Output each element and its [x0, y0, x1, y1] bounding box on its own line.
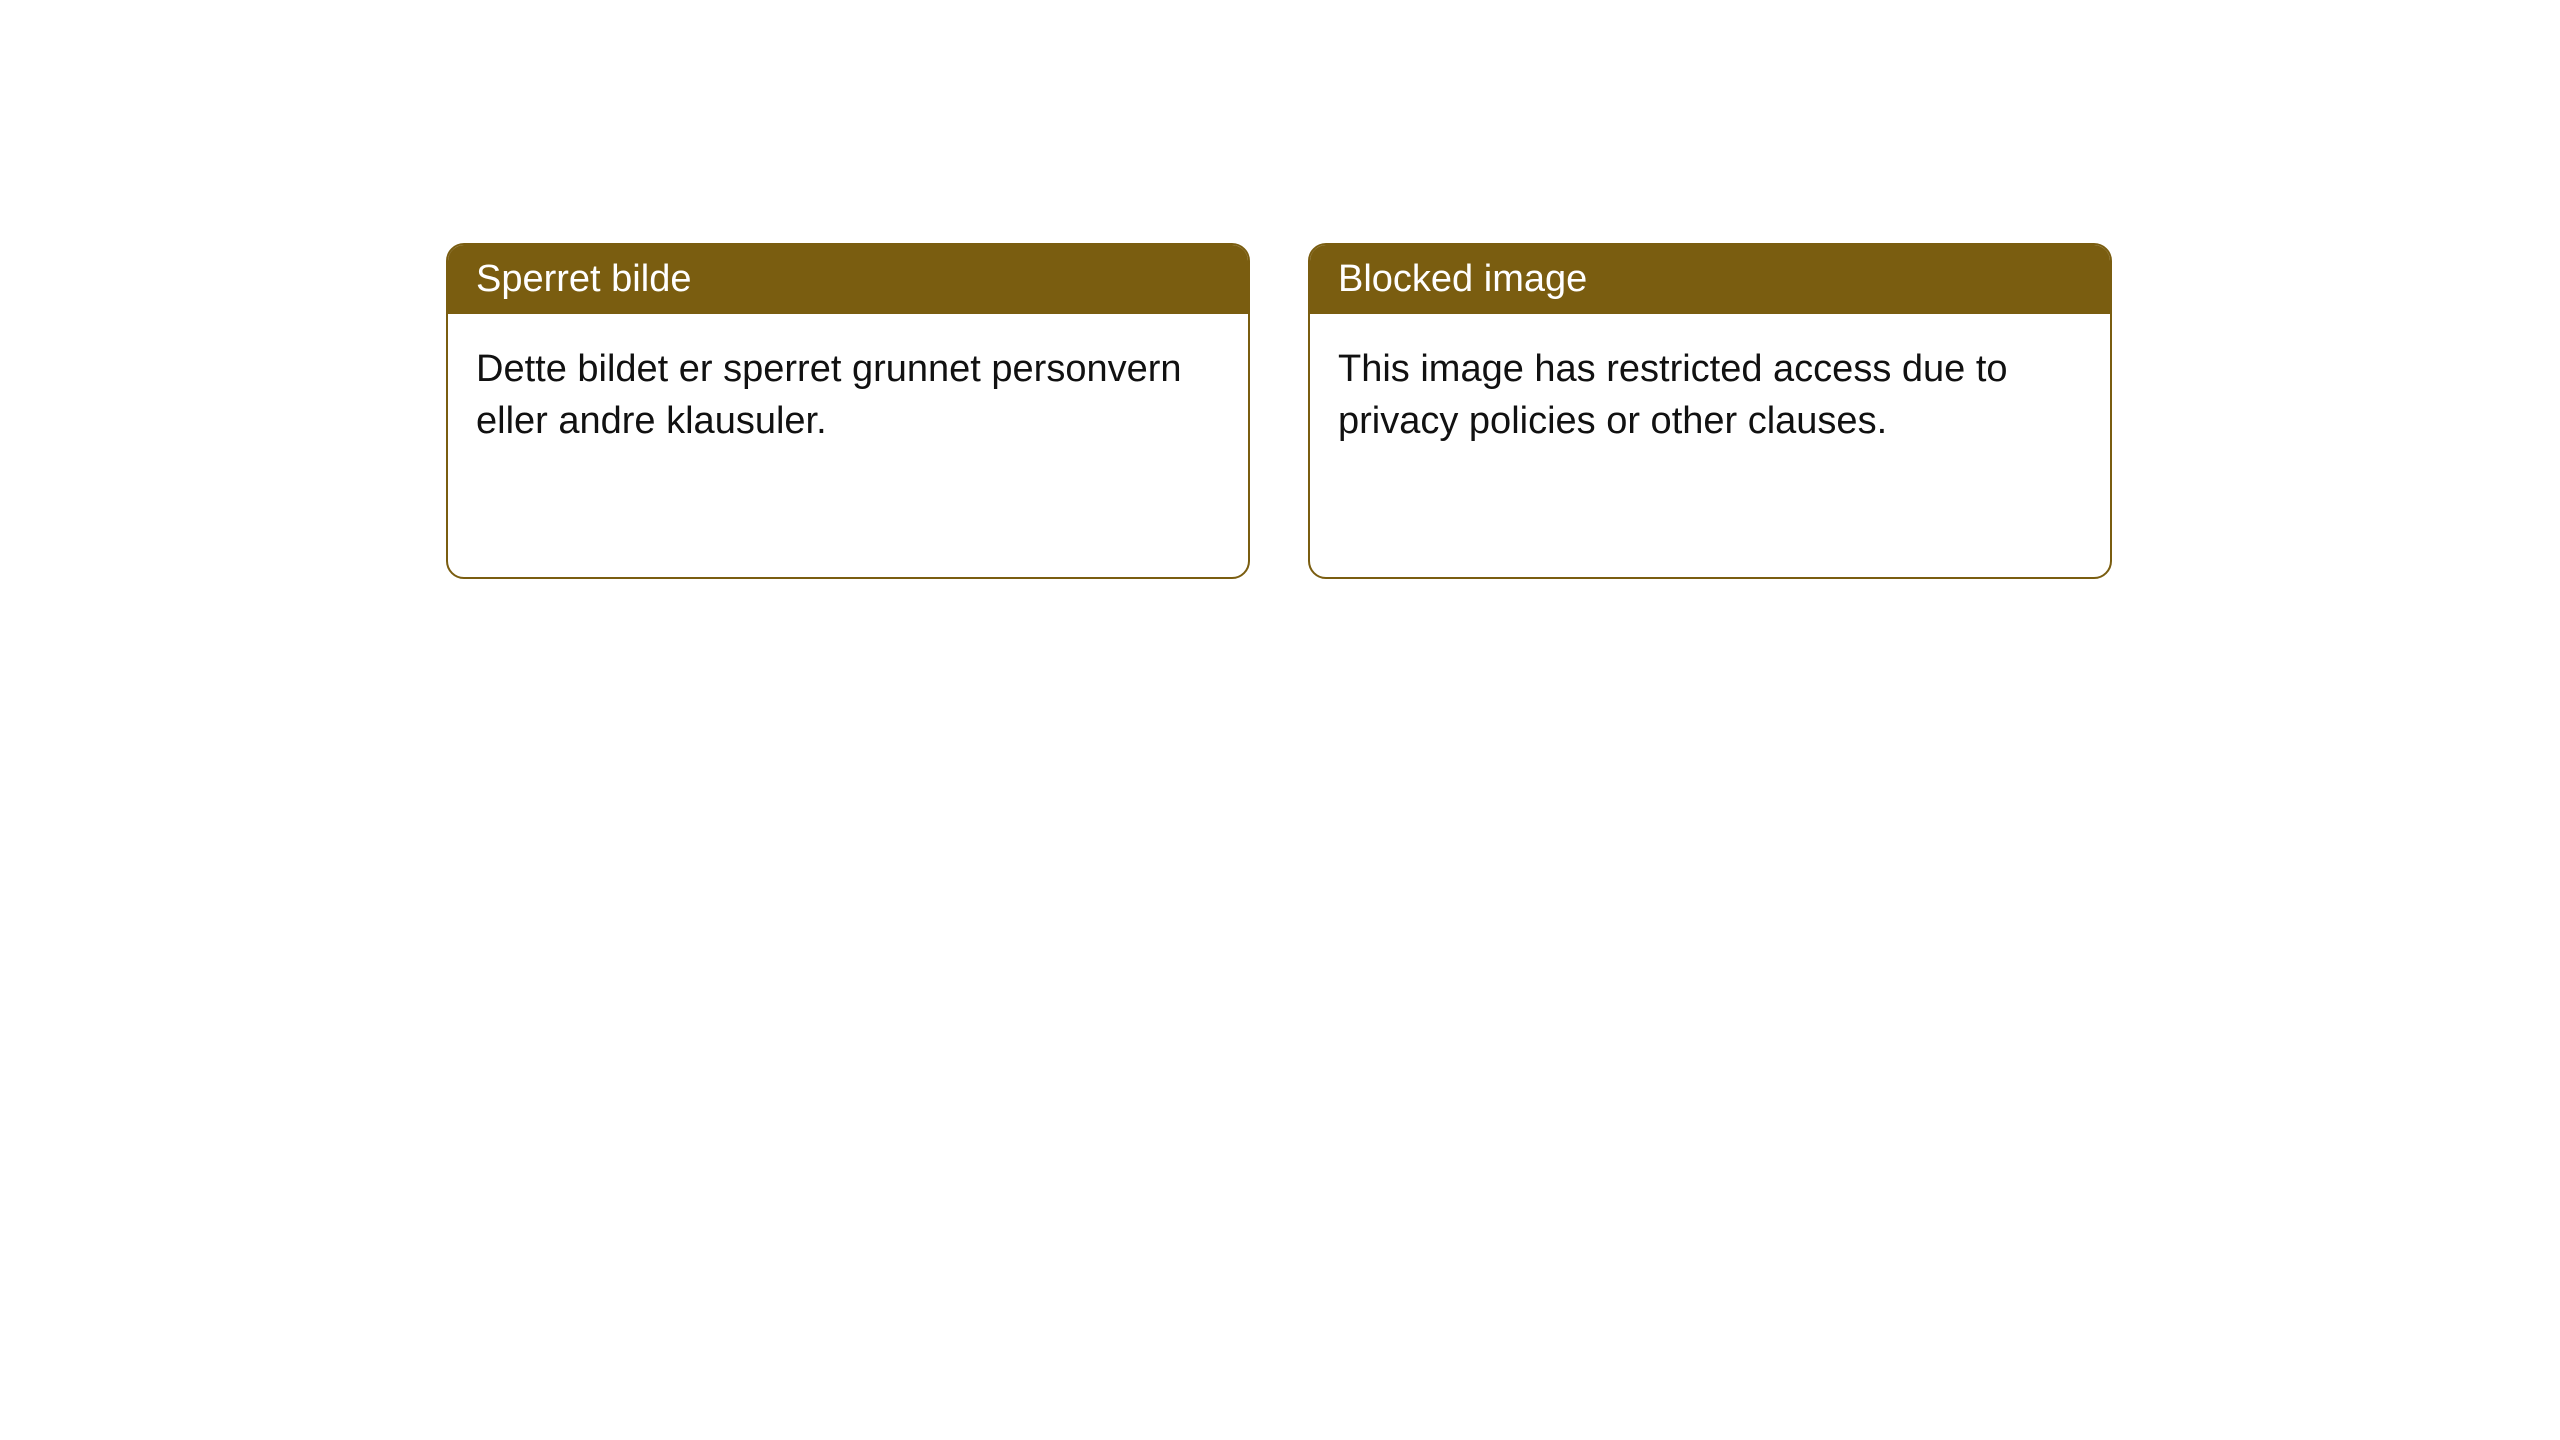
- card-header-no: Sperret bilde: [448, 245, 1248, 314]
- card-body-en: This image has restricted access due to …: [1310, 314, 2110, 477]
- card-text-no: Dette bildet er sperret grunnet personve…: [476, 348, 1182, 441]
- cards-container: Sperret bilde Dette bildet er sperret gr…: [446, 243, 2112, 579]
- card-header-en: Blocked image: [1310, 245, 2110, 314]
- card-title-en: Blocked image: [1338, 258, 1587, 300]
- blocked-image-card-en: Blocked image This image has restricted …: [1308, 243, 2112, 579]
- card-text-en: This image has restricted access due to …: [1338, 348, 2008, 441]
- blocked-image-card-no: Sperret bilde Dette bildet er sperret gr…: [446, 243, 1250, 579]
- card-body-no: Dette bildet er sperret grunnet personve…: [448, 314, 1248, 477]
- card-title-no: Sperret bilde: [476, 258, 691, 300]
